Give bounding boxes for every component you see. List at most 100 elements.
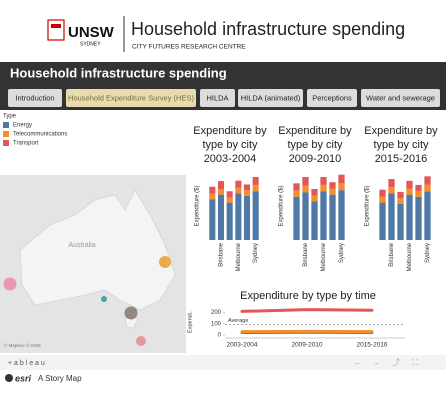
- x-tick-label: Sydney: [339, 243, 345, 263]
- share[interactable]: ⤴: [392, 357, 400, 367]
- bar-segment: [226, 191, 233, 198]
- bar-segment: [252, 176, 259, 185]
- bar-segment: [415, 191, 422, 197]
- bar-segment: [406, 180, 413, 189]
- tab[interactable]: [307, 89, 357, 107]
- bar-segment: [424, 184, 431, 192]
- tableau-brand: + a b l e a u: [8, 360, 45, 367]
- bar-segment: [293, 190, 300, 197]
- bar-segment: [320, 176, 327, 185]
- average-label: Average: [228, 318, 248, 324]
- nav-back[interactable]: ←: [354, 358, 362, 367]
- bar-segment: [329, 188, 336, 195]
- bar-segment: [302, 176, 309, 186]
- map-circle[interactable]: [124, 306, 138, 320]
- story-map: A Story Map: [38, 374, 82, 383]
- toolbar: [0, 355, 446, 370]
- bar-segment: [379, 189, 386, 197]
- chart-title: Expenditure by: [278, 125, 352, 137]
- map-circle[interactable]: [136, 336, 146, 346]
- bar-segment: [217, 181, 225, 189]
- map-label: Australia: [68, 242, 95, 249]
- bar-segment: [217, 189, 225, 195]
- crest-detail: [51, 24, 61, 28]
- bar-segment: [320, 184, 327, 192]
- bar-segment: [406, 188, 413, 195]
- map-circle[interactable]: [101, 296, 107, 302]
- bar-segment: [388, 193, 395, 240]
- bar-segment: [235, 193, 242, 240]
- crest: [47, 19, 65, 41]
- chart-title: type by city: [373, 139, 429, 151]
- legend-swatch: [3, 140, 9, 146]
- y-axis-label: Expenditure ($): [279, 185, 285, 226]
- x-tick-label: 2003-2004: [226, 342, 257, 349]
- tab-label[interactable]: HILDA: [206, 93, 228, 102]
- tab-label[interactable]: Introduction: [15, 93, 54, 102]
- legend-label: Energy: [13, 123, 32, 129]
- bar-segment: [302, 192, 309, 240]
- bar-segment: [311, 201, 318, 240]
- tab-label[interactable]: Perceptions: [312, 93, 352, 102]
- bar-segment: [252, 184, 259, 192]
- x-tick-label: 2009-2010: [291, 342, 322, 349]
- bar-segment: [226, 202, 233, 240]
- bar-segment: [235, 180, 242, 188]
- bar-segment: [320, 191, 327, 240]
- bar-segment: [415, 196, 422, 240]
- chart-title: type by city: [287, 139, 343, 151]
- bar-segment: [397, 198, 404, 204]
- tab-label[interactable]: Water and sewerage: [366, 93, 435, 102]
- x-tick-label: 2015-2016: [356, 342, 387, 349]
- chart-title: type by city: [202, 139, 258, 151]
- bar-segment: [338, 190, 345, 240]
- bar-segment: [379, 196, 386, 203]
- logo-sub: SYDNEY: [80, 41, 101, 47]
- bar-segment: [388, 187, 395, 194]
- nav-forward[interactable]: →: [372, 358, 380, 367]
- y-axis-label: Expenditure ($): [365, 185, 371, 226]
- line-series: [240, 308, 374, 313]
- fullscreen[interactable]: ⛶: [411, 358, 418, 367]
- bar-segment: [415, 184, 422, 192]
- y-axis-label: Expenditure ($): [195, 185, 201, 226]
- tab[interactable]: [361, 89, 440, 107]
- y-tick-label: 200: [211, 310, 222, 316]
- x-tick-label: Sydney: [425, 243, 431, 263]
- map-circle[interactable]: [3, 277, 17, 291]
- x-tick-label: Melbourne: [236, 242, 242, 271]
- header-title: Household infrastructure spending: [131, 19, 405, 39]
- map-attribution: © Mapbox © OSM: [4, 342, 41, 348]
- chart-title: 2003-2004: [204, 153, 257, 165]
- tab[interactable]: [200, 89, 235, 107]
- bar-segment: [209, 199, 216, 240]
- bar-segment: [252, 191, 259, 240]
- bar-segment: [311, 195, 318, 202]
- bar-segment: [293, 196, 300, 240]
- map-circle[interactable]: [159, 256, 171, 268]
- bar-segment: [338, 183, 345, 191]
- map-land: [19, 189, 176, 311]
- legend-label: Telecommunications: [13, 132, 67, 138]
- chart-title: 2015-2016: [375, 153, 428, 165]
- tab[interactable]: [66, 89, 196, 107]
- x-tick-label: Brisbane: [219, 242, 225, 266]
- x-tick-label: Brisbane: [389, 242, 395, 266]
- tab[interactable]: [8, 89, 62, 107]
- tab-label[interactable]: Household Expenditure Survey (HES): [68, 93, 194, 102]
- esri-logo: esri: [15, 373, 32, 383]
- bar-segment: [388, 179, 395, 188]
- bar-segment: [293, 183, 300, 191]
- esri-globe: [5, 374, 13, 382]
- tab[interactable]: [238, 89, 303, 107]
- bar-segment: [397, 203, 404, 240]
- bar-segment: [243, 184, 251, 191]
- bar-segment: [209, 186, 216, 194]
- bar-segment: [311, 189, 318, 196]
- bar-segment: [406, 194, 413, 240]
- y-tick-label: 100: [211, 321, 222, 327]
- x-tick-label: Melbourne: [321, 242, 327, 271]
- tab-label[interactable]: HILDA (animated): [241, 93, 301, 102]
- x-tick-label: Brisbane: [303, 242, 309, 266]
